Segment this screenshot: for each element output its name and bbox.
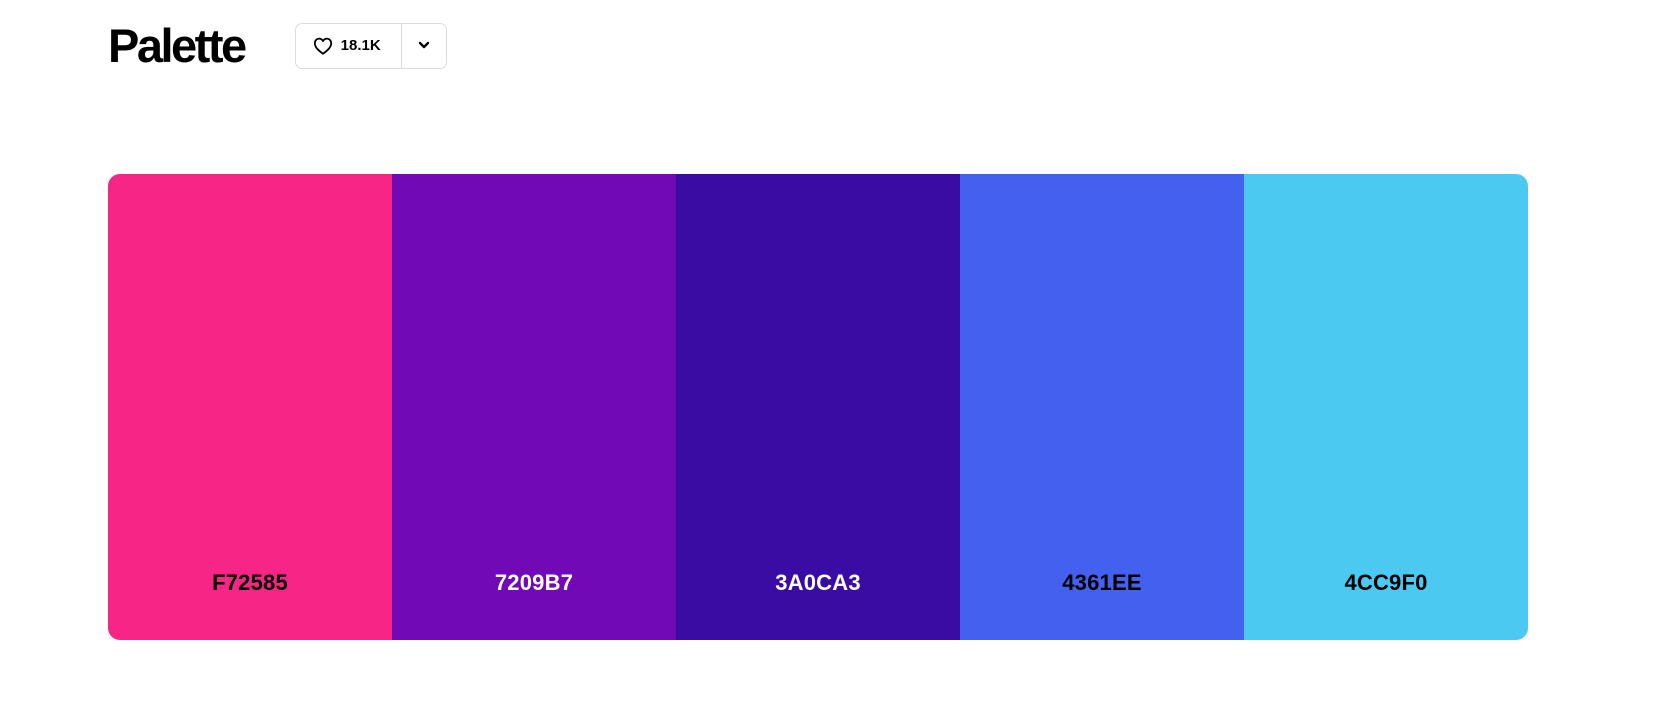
color-palette: F72585 7209B7 3A0CA3 4361EE 4CC9F0 xyxy=(108,174,1528,640)
palette-actions: 18.1K xyxy=(294,22,447,69)
swatch-hex-label: 4361EE xyxy=(1062,570,1142,595)
color-swatch[interactable]: 7209B7 xyxy=(392,174,676,640)
color-swatch[interactable]: F72585 xyxy=(108,174,392,640)
swatch-hex-label: 3A0CA3 xyxy=(775,570,861,595)
swatch-hex-label: F72585 xyxy=(212,570,288,595)
color-swatch[interactable]: 4361EE xyxy=(960,174,1244,640)
swatch-hex-label: 7209B7 xyxy=(494,570,574,595)
chevron-down-icon xyxy=(417,37,431,55)
heart-icon xyxy=(313,37,333,55)
color-swatch[interactable]: 4CC9F0 xyxy=(1244,174,1528,640)
like-button[interactable]: 18.1K xyxy=(296,23,402,68)
color-swatch[interactable]: 3A0CA3 xyxy=(676,174,960,640)
more-options-button[interactable] xyxy=(402,24,446,68)
swatch-hex-label: 4CC9F0 xyxy=(1344,570,1428,595)
header: Palette 18.1K xyxy=(108,22,447,69)
like-count: 18.1K xyxy=(340,37,381,54)
page-title: Palette xyxy=(108,19,247,72)
